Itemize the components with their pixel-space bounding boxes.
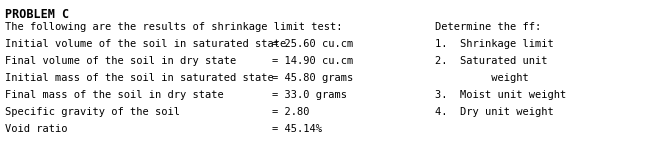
Text: PROBLEM C: PROBLEM C: [5, 8, 69, 21]
Text: Void ratio: Void ratio: [5, 124, 68, 134]
Text: = 25.60 cu.cm: = 25.60 cu.cm: [272, 39, 353, 49]
Text: 2.  Saturated unit: 2. Saturated unit: [435, 56, 547, 66]
Text: 4.  Dry unit weight: 4. Dry unit weight: [435, 107, 554, 117]
Text: = 2.80: = 2.80: [272, 107, 309, 117]
Text: = 33.0 grams: = 33.0 grams: [272, 90, 347, 100]
Text: = 14.90 cu.cm: = 14.90 cu.cm: [272, 56, 353, 66]
Text: 3.  Moist unit weight: 3. Moist unit weight: [435, 90, 567, 100]
Text: Final volume of the soil in dry state: Final volume of the soil in dry state: [5, 56, 236, 66]
Text: weight: weight: [435, 73, 529, 83]
Text: Specific gravity of the soil: Specific gravity of the soil: [5, 107, 180, 117]
Text: 1.  Shrinkage limit: 1. Shrinkage limit: [435, 39, 554, 49]
Text: Initial volume of the soil in saturated state: Initial volume of the soil in saturated …: [5, 39, 286, 49]
Text: = 45.14%: = 45.14%: [272, 124, 322, 134]
Text: Final mass of the soil in dry state: Final mass of the soil in dry state: [5, 90, 224, 100]
Text: = 45.80 grams: = 45.80 grams: [272, 73, 353, 83]
Text: Determine the ff:: Determine the ff:: [435, 22, 542, 32]
Text: The following are the results of shrinkage limit test:: The following are the results of shrinka…: [5, 22, 343, 32]
Text: Initial mass of the soil in saturated state: Initial mass of the soil in saturated st…: [5, 73, 274, 83]
